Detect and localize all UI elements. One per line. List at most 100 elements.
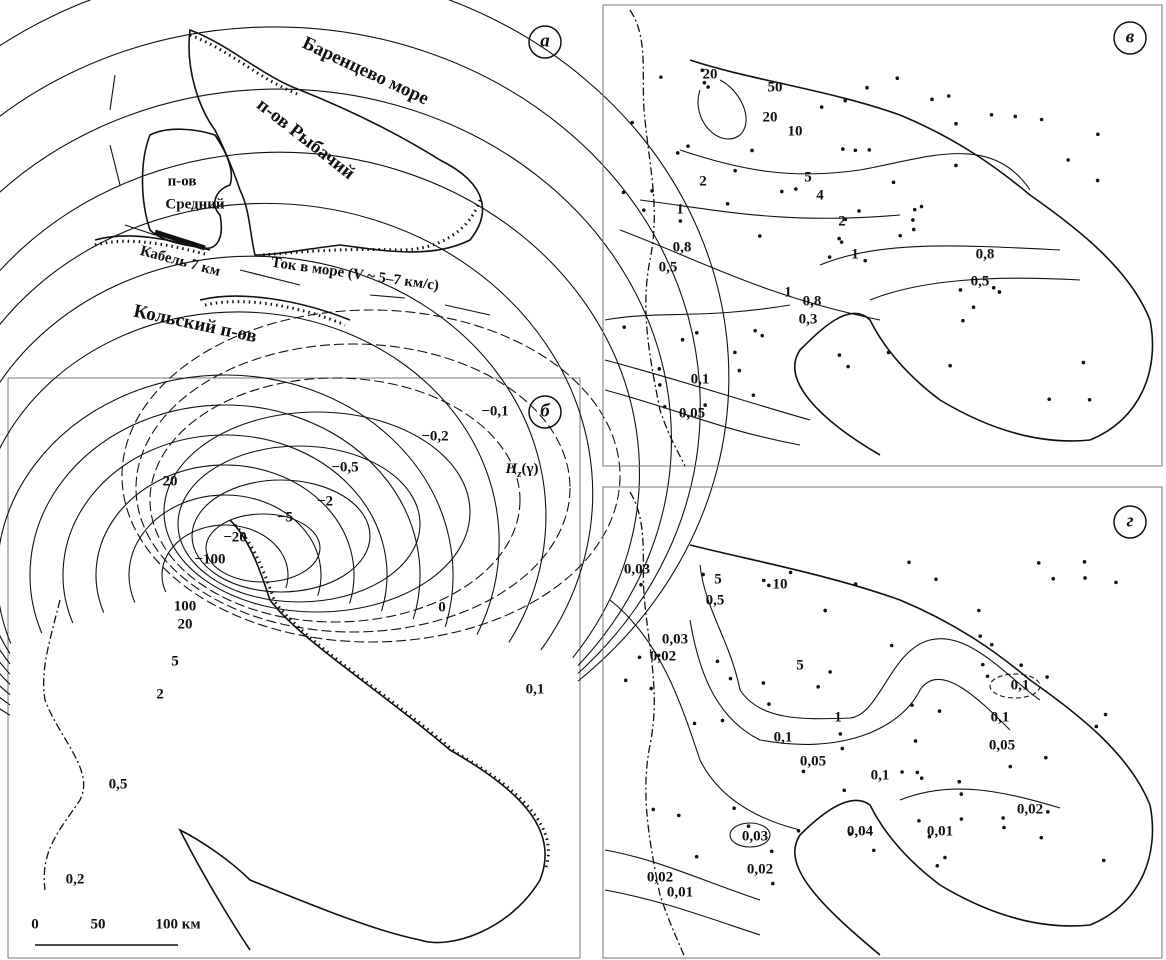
station [797,829,801,833]
station [676,151,680,155]
station [630,121,634,125]
station [911,218,915,222]
station [914,739,918,743]
station [1045,675,1049,679]
station [1001,816,1005,820]
contour-label: 4 [816,187,824,203]
station [916,771,920,775]
station [624,679,628,683]
contour-label: 5 [796,657,804,673]
station [753,329,757,333]
station [912,228,916,232]
station [837,237,841,241]
station [1095,725,1099,729]
station [842,788,846,792]
station [1040,118,1044,122]
contour-label: 5 [171,653,179,669]
station [910,703,914,707]
station [998,290,1002,294]
station [948,364,952,368]
station [992,286,996,290]
station [1039,836,1043,840]
contour-label: 0,02 [747,861,773,877]
station [726,202,730,206]
station [978,634,982,638]
figure: Баренцево море п-ов Рыбачий п-ов Средний… [0,0,1166,960]
contour-label: −0,2 [421,428,448,444]
station [770,850,774,854]
station [650,189,654,193]
station [663,405,667,409]
station [841,147,845,151]
isoline [0,312,499,654]
station [762,579,766,583]
contour-label: 20 [703,66,718,82]
station [917,819,921,823]
station [1083,576,1087,580]
contour-label: 0,05 [989,737,1015,753]
station [892,181,896,185]
contour-label: 0,01 [667,884,693,900]
station [695,855,699,859]
isoline [30,405,420,633]
station [767,702,771,706]
station [947,94,951,98]
station [789,571,793,575]
contour-label: 0,1 [691,371,710,387]
contour-label: 0,03 [662,631,688,647]
station [1096,179,1100,183]
contour-label: 0,04 [847,823,874,839]
station [771,882,775,886]
panel-label: б [540,400,551,421]
field-label: Hz(γ) [505,461,539,479]
contour-label: 0,1 [1011,677,1030,693]
station [802,770,806,774]
station [961,319,965,323]
station [907,561,911,565]
contour-label: 20 [763,109,778,125]
contour-label: 2 [699,173,707,189]
contour-label: −2 [317,493,333,509]
contour-label: 0,2 [66,871,85,887]
contour-label: 20 [163,473,178,489]
station [659,75,663,79]
station [622,325,626,329]
panel-label: в [1126,26,1135,47]
station [1046,810,1050,814]
isoline [192,480,370,592]
station [820,105,824,109]
station [622,191,626,195]
kola-label: Кольский п-ов [132,301,259,348]
contour-label: 0,5 [659,259,678,275]
panel-frame [603,5,1162,466]
station [981,663,985,667]
contour-label: 1 [851,246,859,262]
station [867,148,871,152]
station [959,288,963,292]
station [828,255,832,259]
contour-label: 0,3 [799,311,818,327]
station [686,144,690,148]
station [1002,826,1006,830]
station [733,351,737,355]
station [762,681,766,685]
contour-label: 10 [788,123,803,139]
station [1082,361,1086,365]
contour-label: 5 [714,571,722,587]
station [872,849,876,853]
station [651,808,655,812]
station [934,577,938,581]
station [920,776,924,780]
station [990,113,994,117]
contour-label: −0,1 [481,403,508,419]
contour-label: 0,8 [976,246,995,262]
station [1013,115,1017,119]
contour-label: 50 [768,79,783,95]
station [1047,397,1051,401]
contour-label: 0,8 [803,293,822,309]
station [895,76,899,80]
station [898,234,902,238]
station [959,792,963,796]
panel-g: г 50,5100,030,030,02510,10,050,10,050,10… [603,487,1162,958]
station [716,660,720,664]
